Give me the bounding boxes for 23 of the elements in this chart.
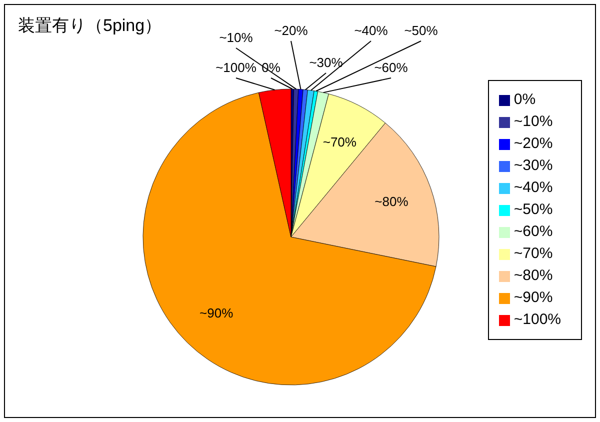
- legend-label: ~30%: [514, 157, 553, 174]
- slice-label: ~30%: [309, 55, 344, 70]
- chart-title: 装置有り（5ping）: [18, 15, 162, 37]
- legend-label: 0%: [514, 91, 536, 108]
- legend-label: ~70%: [514, 245, 553, 262]
- legend-label: ~60%: [514, 223, 553, 240]
- legend-label: ~80%: [514, 267, 553, 284]
- slice-label: 0%: [262, 60, 281, 75]
- legend-label: ~100%: [514, 311, 561, 328]
- slice-label: ~70%: [322, 134, 357, 150]
- slice-label: ~50%: [404, 23, 438, 38]
- legend-label: ~20%: [514, 135, 553, 152]
- legend-label: ~10%: [514, 113, 553, 130]
- legend-label: ~50%: [514, 201, 553, 218]
- slice-label: ~60%: [374, 60, 408, 75]
- slice-label: ~20%: [274, 23, 308, 38]
- slice-label: ~40%: [354, 23, 388, 38]
- slice-label: ~80%: [374, 194, 409, 210]
- legend-label: ~90%: [514, 289, 553, 306]
- slice-label: ~10%: [219, 30, 254, 45]
- slice-label: ~100%: [216, 60, 257, 75]
- legend-label: ~40%: [514, 179, 553, 196]
- slice-label: ~90%: [200, 306, 234, 321]
